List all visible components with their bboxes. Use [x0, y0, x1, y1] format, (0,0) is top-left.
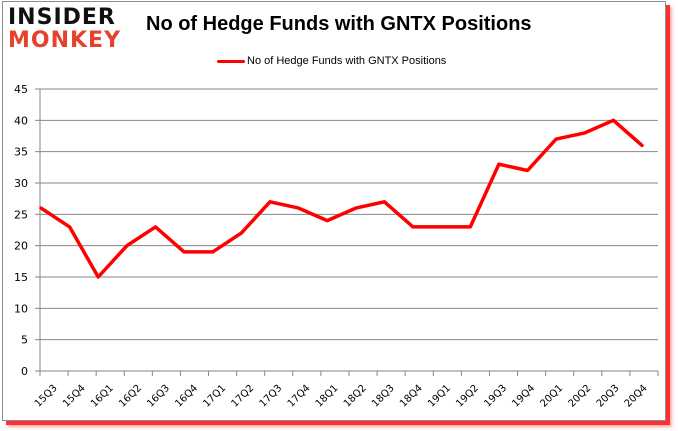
x-tick-label: 17Q3 — [258, 383, 285, 410]
x-tick-label: 18Q1 — [314, 383, 341, 410]
y-tick-label: 15 — [14, 271, 28, 284]
x-tick-label: 18Q3 — [370, 383, 397, 410]
x-tick-label: 16Q2 — [117, 383, 144, 410]
x-tick-label: 17Q2 — [229, 383, 256, 410]
y-tick-label: 35 — [14, 146, 28, 159]
x-tick-label: 20Q1 — [538, 383, 565, 410]
x-tick-label: 20Q3 — [595, 383, 622, 410]
y-tick-label: 30 — [14, 177, 28, 190]
x-tick-label: 16Q4 — [173, 383, 200, 410]
insider-monkey-logo: INSIDER MONKEY — [8, 4, 126, 54]
x-tick-label: 15Q3 — [33, 383, 60, 410]
x-tick-label: 15Q4 — [61, 383, 88, 410]
legend-line-swatch-icon — [217, 59, 245, 63]
logo-line-2: MONKEY — [8, 28, 122, 53]
x-tick-label: 20Q4 — [623, 383, 650, 410]
y-tick-label: 0 — [21, 365, 28, 378]
x-tick-label: 19Q3 — [482, 383, 509, 410]
x-tick-label: 16Q1 — [89, 383, 116, 410]
gridlines — [40, 88, 658, 341]
x-tick-label: 18Q4 — [398, 383, 425, 410]
x-tick-label: 17Q1 — [201, 383, 228, 410]
legend-label: No of Hedge Funds with GNTX Positions — [247, 55, 447, 67]
y-tick-label: 10 — [14, 302, 28, 315]
series-line — [39, 118, 644, 279]
y-tick-label: 40 — [14, 114, 28, 127]
x-tick-label: 20Q2 — [567, 383, 594, 410]
x-tick-label: 18Q2 — [342, 383, 369, 410]
chart-frame — [2, 1, 666, 421]
x-tick-label: 16Q3 — [145, 383, 172, 410]
y-axis: 0 5 10 15 20 25 30 35 40 45 — [14, 83, 41, 378]
y-tick-label: 5 — [21, 334, 28, 347]
x-axis: 15Q3 15Q4 16Q1 16Q2 16Q3 16Q4 17Q1 17Q2 17Q3 17Q4… — [33, 370, 659, 410]
x-tick-label: 19Q1 — [426, 383, 453, 410]
chart-legend: No of Hedge Funds with GNTX Positions — [217, 54, 446, 68]
x-tick-label: 19Q2 — [454, 383, 481, 410]
y-tick-label: 20 — [14, 240, 28, 253]
chart-title: No of Hedge Funds with GNTX Positions — [146, 13, 532, 35]
y-tick-label: 45 — [14, 83, 28, 96]
logo-line-1: INSIDER — [8, 5, 116, 30]
x-tick-label: 19Q4 — [510, 383, 537, 410]
y-tick-label: 25 — [14, 208, 28, 221]
x-tick-label: 17Q4 — [286, 383, 313, 410]
